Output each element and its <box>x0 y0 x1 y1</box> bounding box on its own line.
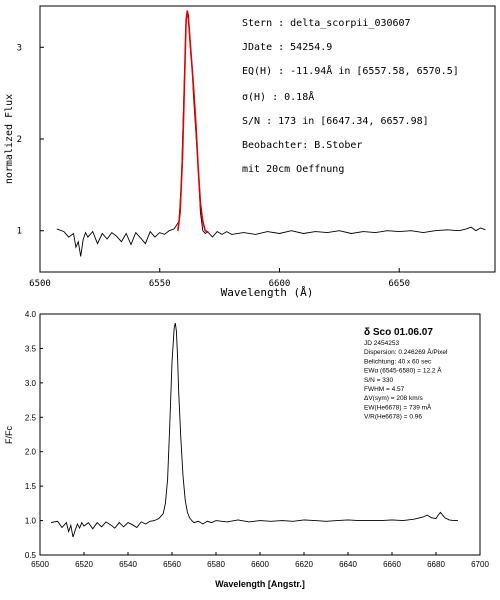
y-tick-label: 2.5 <box>25 413 37 422</box>
x-tick-label: 6560 <box>163 560 181 569</box>
info-line: EWα (6545-6580) = 12.2 Å <box>364 366 442 375</box>
annotation-line: Beobachter: B.Stober <box>242 140 362 151</box>
y-tick-label: 1.0 <box>25 517 37 526</box>
y-tick-label: 0.5 <box>25 551 37 560</box>
info-line: V/R(He6678) = 0.96 <box>364 414 422 421</box>
annotation-line: mit 20cm Oeffnung <box>242 164 344 175</box>
x-tick-label: 6700 <box>471 560 489 569</box>
y-tick-label: 3 <box>17 43 22 53</box>
annotation-line: σ(H) : 0.18Å <box>242 90 314 103</box>
info-line: EW(He6678) = 739 mÅ <box>364 402 432 411</box>
x-tick-label: 6550 <box>149 279 171 289</box>
annotation-line: Stern : delta_scorpii_030607 <box>242 18 411 29</box>
x-tick-label: 6660 <box>383 560 401 569</box>
info-line: Belichtung: 40 x 60 sec <box>364 358 432 365</box>
x-tick-label: 6520 <box>75 560 93 569</box>
x-tick-label: 6600 <box>251 560 269 569</box>
x-axis-label: Wavelength [Angstr.] <box>215 579 305 589</box>
annotation-line: S/N : 173 in [6647.34, 6657.98] <box>242 116 429 127</box>
x-tick-label: 6500 <box>29 279 51 289</box>
annotation-line: JDate : 54254.9 <box>242 42 332 53</box>
x-tick-label: 6580 <box>207 560 225 569</box>
info-title: δ Sco 01.06.07 <box>364 327 433 338</box>
x-axis-label: Wavelength (Å) <box>221 286 314 299</box>
y-tick-label: 4.0 <box>25 310 37 319</box>
info-line: JD 2454253 <box>364 340 399 347</box>
spectrum-line <box>50 322 458 538</box>
gaussian-fit-line <box>177 10 210 234</box>
lower-spectrum-chart: 6500 6520 6540 6560 6580 6600 6620 6640 6660 6680… <box>4 310 489 589</box>
y-axis-label: F/Fc <box>4 426 14 444</box>
x-tick-label: 6650 <box>388 279 410 289</box>
y-tick-label: 1.5 <box>25 482 37 491</box>
y-tick-label: 2.0 <box>25 448 37 457</box>
info-line: Dispersion: 0.246269 Å/Pixel <box>364 347 448 356</box>
info-line: ΔV(sym) = 208 km/s <box>364 395 423 402</box>
annotation-line: EQ(H) : -11.94Å in [6557.58, 6570.5] <box>242 64 459 77</box>
x-tick-label: 6620 <box>295 560 313 569</box>
info-line: S/N = 330 <box>364 377 393 384</box>
x-tick-label: 6540 <box>119 560 137 569</box>
x-tick-label: 6640 <box>339 560 357 569</box>
y-tick-label: 3.5 <box>25 344 37 353</box>
y-tick-label: 2 <box>17 135 22 145</box>
upper-spectrum-chart: 6500 6550 6600 6650 1 2 3 Stern : delta_scorpi… <box>4 5 496 299</box>
info-line: FWHM = 4.57 <box>364 386 405 393</box>
y-tick-label: 3.0 <box>25 379 37 388</box>
x-tick-label: 6500 <box>31 560 49 569</box>
x-tick-label: 6600 <box>269 279 291 289</box>
y-tick-label: 1 <box>17 227 22 237</box>
y-axis-label: normalized Flux <box>4 94 15 184</box>
x-tick-label: 6680 <box>427 560 445 569</box>
